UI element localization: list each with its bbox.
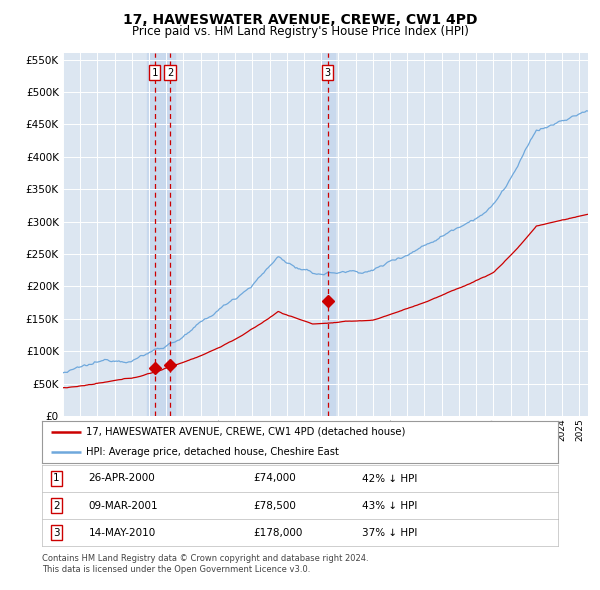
Text: HPI: Average price, detached house, Cheshire East: HPI: Average price, detached house, Ches… (86, 447, 339, 457)
Text: 37% ↓ HPI: 37% ↓ HPI (362, 528, 417, 537)
Text: This data is licensed under the Open Government Licence v3.0.: This data is licensed under the Open Gov… (42, 565, 310, 574)
Text: 3: 3 (53, 528, 60, 537)
Text: 1: 1 (53, 474, 60, 483)
Text: Price paid vs. HM Land Registry's House Price Index (HPI): Price paid vs. HM Land Registry's House … (131, 25, 469, 38)
Text: Contains HM Land Registry data © Crown copyright and database right 2024.: Contains HM Land Registry data © Crown c… (42, 555, 368, 563)
Text: 42% ↓ HPI: 42% ↓ HPI (362, 474, 417, 483)
Text: 14-MAY-2010: 14-MAY-2010 (88, 528, 155, 537)
Text: 3: 3 (325, 67, 331, 77)
Text: £178,000: £178,000 (254, 528, 303, 537)
Text: 17, HAWESWATER AVENUE, CREWE, CW1 4PD: 17, HAWESWATER AVENUE, CREWE, CW1 4PD (123, 13, 477, 27)
Bar (321, 53, 335, 416)
Text: 17, HAWESWATER AVENUE, CREWE, CW1 4PD (detached house): 17, HAWESWATER AVENUE, CREWE, CW1 4PD (d… (86, 427, 405, 437)
Text: 1: 1 (151, 67, 158, 77)
Text: 2: 2 (53, 501, 60, 510)
Text: £78,500: £78,500 (254, 501, 296, 510)
Text: 2: 2 (167, 67, 173, 77)
Text: 43% ↓ HPI: 43% ↓ HPI (362, 501, 417, 510)
Text: 09-MAR-2001: 09-MAR-2001 (88, 501, 158, 510)
Text: £74,000: £74,000 (254, 474, 296, 483)
Text: 26-APR-2000: 26-APR-2000 (88, 474, 155, 483)
Bar (148, 53, 175, 416)
